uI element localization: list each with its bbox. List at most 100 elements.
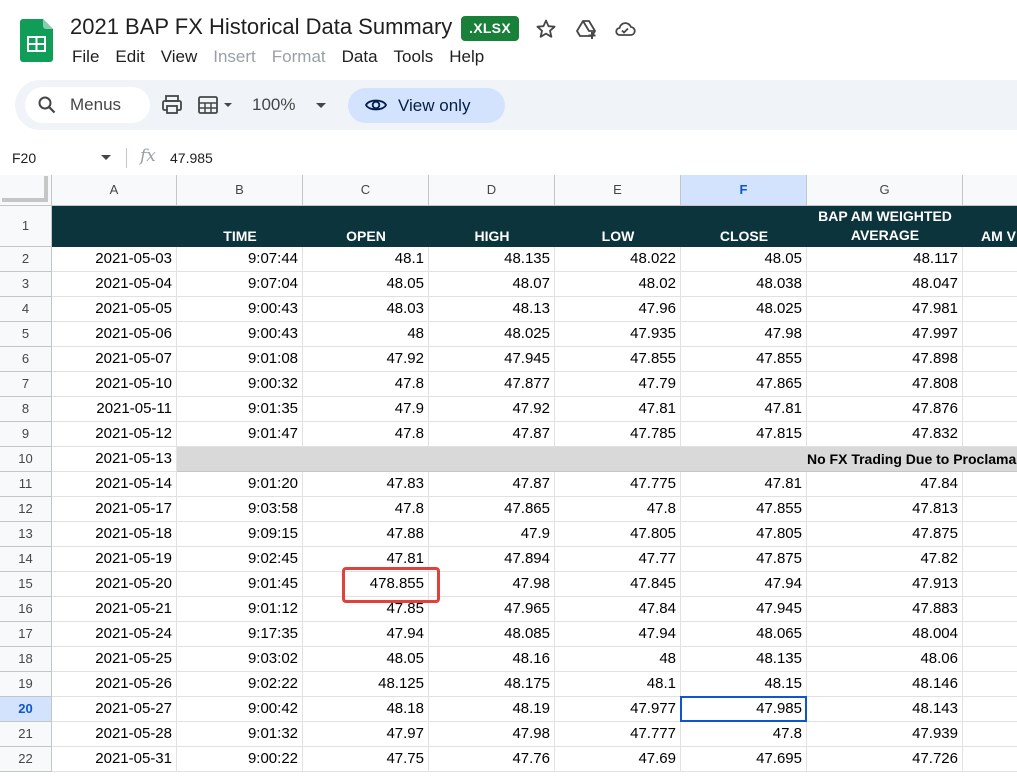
table-header-cell[interactable]: LOW	[555, 206, 681, 247]
row-header[interactable]: 20	[0, 697, 52, 722]
table-cell[interactable]: 47.945	[429, 347, 555, 372]
row-header[interactable]: 2	[0, 247, 52, 272]
table-cell[interactable]: 47.9	[303, 397, 429, 422]
table-cell[interactable]: 2021-05-21	[52, 597, 177, 622]
table-cell[interactable]	[963, 672, 1017, 697]
table-cell[interactable]: 2021-05-14	[52, 472, 177, 497]
table-cell[interactable]: 47.898	[807, 347, 963, 372]
table-cell[interactable]: 47.805	[555, 522, 681, 547]
table-cell[interactable]: 2021-05-31	[52, 747, 177, 772]
table-cell[interactable]: 9:00:42	[177, 697, 303, 722]
menu-help[interactable]: Help	[449, 47, 485, 66]
table-cell[interactable]: 9:02:45	[177, 547, 303, 572]
table-cell[interactable]: 48.02	[555, 272, 681, 297]
document-title[interactable]: 2021 BAP FX Historical Data Summary	[70, 14, 453, 39]
column-header-b[interactable]: B	[177, 175, 303, 206]
row-header[interactable]: 18	[0, 647, 52, 672]
table-cell[interactable]: 47.85	[303, 597, 429, 622]
column-header-d[interactable]: D	[429, 175, 555, 206]
table-cell[interactable]: 47.945	[681, 597, 807, 622]
table-cell[interactable]: 9:00:32	[177, 372, 303, 397]
table-cell[interactable]: 2021-05-27	[52, 697, 177, 722]
table-cell[interactable]: 9:01:20	[177, 472, 303, 497]
row-header[interactable]: 6	[0, 347, 52, 372]
zoom-dropdown-icon[interactable]	[314, 93, 328, 117]
print-icon[interactable]	[161, 93, 183, 117]
row-header[interactable]: 19	[0, 672, 52, 697]
table-cell[interactable]: 47.855	[681, 347, 807, 372]
table-cell[interactable]: 48.03	[303, 297, 429, 322]
menu-tools[interactable]: Tools	[393, 47, 434, 66]
table-cell[interactable]: 47.8	[303, 497, 429, 522]
menu-view[interactable]: View	[160, 47, 198, 66]
table-cell[interactable]: 47.775	[555, 472, 681, 497]
table-cell[interactable]: 47.81	[681, 397, 807, 422]
table-cell[interactable]: 48.16	[429, 647, 555, 672]
spreadsheet-grid[interactable]: A B C D E F G 1 TIME OPEN HIGH LOW CLOSE BAP AM WEIGH…	[0, 175, 1017, 776]
menu-edit[interactable]: Edit	[115, 47, 145, 66]
table-cell[interactable]	[963, 647, 1017, 672]
column-header-e[interactable]: E	[555, 175, 681, 206]
table-cell[interactable]: 48.175	[429, 672, 555, 697]
table-cell[interactable]: 48.146	[807, 672, 963, 697]
table-header-cell[interactable]: TIME	[177, 206, 303, 247]
table-cell[interactable]: 48.05	[303, 647, 429, 672]
table-cell[interactable]: 47.98	[429, 722, 555, 747]
view-only-button[interactable]: View only	[348, 88, 505, 123]
table-cell[interactable]	[963, 247, 1017, 272]
row-header[interactable]: 22	[0, 747, 52, 772]
menu-format[interactable]: Format	[271, 47, 326, 66]
menu-data[interactable]: Data	[341, 47, 378, 66]
zoom-level[interactable]: 100%	[252, 95, 296, 114]
row-header[interactable]: 11	[0, 472, 52, 497]
table-cell[interactable]: 47.977	[555, 697, 681, 722]
row-header[interactable]: 8	[0, 397, 52, 422]
merged-note-cell[interactable]: No FX Trading Due to Proclama	[177, 447, 1017, 472]
table-cell[interactable]: 47.92	[429, 397, 555, 422]
table-cell[interactable]	[963, 597, 1017, 622]
table-cell[interactable]: 48.038	[681, 272, 807, 297]
table-cell[interactable]: 2021-05-26	[52, 672, 177, 697]
row-header[interactable]: 21	[0, 722, 52, 747]
table-cell[interactable]: 47.855	[555, 347, 681, 372]
table-cell[interactable]: 48.18	[303, 697, 429, 722]
table-cell[interactable]: 2021-05-07	[52, 347, 177, 372]
table-cell[interactable]: 9:01:12	[177, 597, 303, 622]
table-cell[interactable]: 48.065	[681, 622, 807, 647]
table-cell[interactable]	[963, 547, 1017, 572]
table-cell[interactable]	[963, 372, 1017, 397]
table-cell[interactable]: 9:01:08	[177, 347, 303, 372]
row-header[interactable]: 10	[0, 447, 52, 472]
table-cell[interactable]: 47.75	[303, 747, 429, 772]
table-cell[interactable]: 2021-05-10	[52, 372, 177, 397]
table-cell[interactable]: 47.79	[555, 372, 681, 397]
name-box[interactable]: F20	[12, 150, 37, 166]
table-header-cell[interactable]: CLOSE	[681, 206, 807, 247]
table-cell[interactable]: 47.98	[681, 322, 807, 347]
table-cell[interactable]	[963, 572, 1017, 597]
table-cell[interactable]: 47.81	[555, 397, 681, 422]
table-cell[interactable]: 47.94	[681, 572, 807, 597]
table-cell[interactable]: 47.815	[681, 422, 807, 447]
table-cell[interactable]: 47.939	[807, 722, 963, 747]
table-cell[interactable]: 47.69	[555, 747, 681, 772]
table-cell[interactable]: 47.965	[429, 597, 555, 622]
table-cell[interactable]	[963, 472, 1017, 497]
table-cell[interactable]: 48	[555, 647, 681, 672]
table-cell[interactable]: 47.77	[555, 547, 681, 572]
table-cell[interactable]: 47.865	[681, 372, 807, 397]
name-box-dropdown-icon[interactable]	[100, 154, 112, 162]
table-header-cell[interactable]	[52, 206, 177, 247]
table-cell[interactable]: 47.92	[303, 347, 429, 372]
table-cell[interactable]: 47.9	[429, 522, 555, 547]
table-cell[interactable]: 47.785	[555, 422, 681, 447]
table-cell[interactable]: 47.813	[807, 497, 963, 522]
table-cell[interactable]: 47.875	[807, 522, 963, 547]
table-cell[interactable]: 9:00:43	[177, 322, 303, 347]
table-cell[interactable]: 48.1	[555, 672, 681, 697]
table-cell[interactable]: 48.19	[429, 697, 555, 722]
star-icon[interactable]	[534, 17, 558, 41]
column-header-c[interactable]: C	[303, 175, 429, 206]
table-cell[interactable]: 48.15	[681, 672, 807, 697]
table-cell[interactable]: 9:00:22	[177, 747, 303, 772]
